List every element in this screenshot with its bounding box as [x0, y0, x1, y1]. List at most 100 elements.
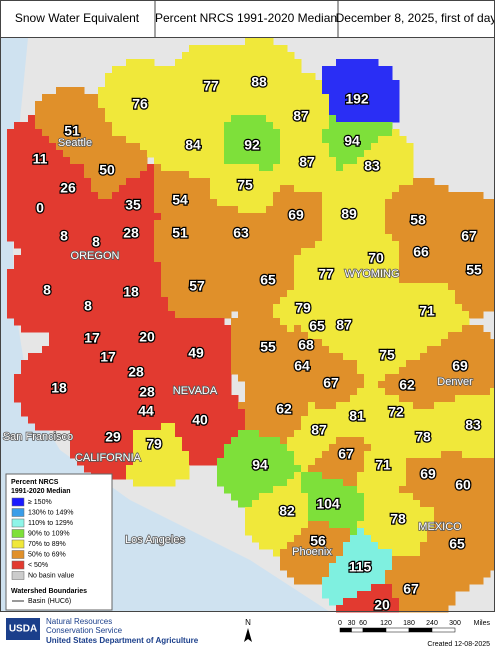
basin-area — [392, 591, 400, 599]
basin-area — [392, 80, 400, 88]
basin-area — [462, 535, 470, 543]
basin-area — [273, 521, 281, 529]
basin-area — [105, 353, 113, 361]
basin-area — [210, 213, 218, 221]
basin-area — [182, 465, 190, 473]
basin-area — [98, 402, 106, 410]
basin-area — [420, 486, 428, 494]
basin-area — [203, 402, 211, 410]
basin-area — [196, 178, 204, 186]
basin-area — [315, 563, 323, 571]
basin-area — [147, 374, 155, 382]
basin-area — [210, 157, 218, 165]
basin-area — [273, 136, 281, 144]
basin-area — [294, 290, 302, 298]
basin-area — [385, 374, 393, 382]
basin-area — [392, 570, 400, 578]
basin-area — [133, 409, 141, 417]
basin-area — [14, 297, 22, 305]
basin-area — [182, 66, 190, 74]
basin-area — [147, 472, 155, 480]
basin-area — [147, 171, 155, 179]
basin-area — [140, 458, 148, 466]
basin-area — [168, 409, 176, 417]
basin-area — [441, 185, 449, 193]
basin-area — [287, 262, 295, 270]
basin-area — [322, 402, 330, 410]
basin-area — [252, 465, 260, 473]
basin-area — [441, 213, 449, 221]
basin-area — [371, 444, 379, 452]
basin-area — [364, 66, 372, 74]
basin-value: 87 — [299, 154, 315, 170]
basin-area — [98, 171, 106, 179]
basin-area — [336, 59, 344, 67]
basin-area — [196, 241, 204, 249]
basin-area — [490, 199, 495, 207]
basin-area — [413, 374, 421, 382]
basin-area — [196, 409, 204, 417]
basin-area — [336, 248, 344, 256]
basin-area — [154, 143, 162, 151]
basin-area — [413, 542, 421, 550]
basin-area — [343, 206, 351, 214]
basin-area — [273, 283, 281, 291]
basin-area — [357, 171, 365, 179]
basin-area — [203, 325, 211, 333]
basin-area — [56, 199, 64, 207]
basin-area — [350, 577, 358, 585]
basin-area — [343, 276, 351, 284]
basin-area — [273, 465, 281, 473]
basin-area — [21, 129, 29, 137]
basin-area — [392, 500, 400, 508]
basin-area — [217, 311, 225, 319]
basin-area — [287, 514, 295, 522]
basin-area — [406, 311, 414, 319]
basin-area — [63, 297, 71, 305]
basin-area — [343, 129, 351, 137]
basin-area — [378, 94, 386, 102]
basin-area — [420, 430, 428, 438]
basin-area — [91, 311, 99, 319]
basin-area — [371, 66, 379, 74]
basin-area — [483, 535, 491, 543]
basin-area — [357, 262, 365, 270]
basin-area — [343, 472, 351, 480]
basin-value: 49 — [188, 345, 204, 361]
basin-area — [224, 143, 232, 151]
basin-area — [210, 269, 218, 277]
basin-area — [189, 451, 197, 459]
basin-area — [210, 108, 218, 116]
basin-area — [469, 206, 477, 214]
basin-area — [308, 192, 316, 200]
basin-area — [294, 556, 302, 564]
basin-area — [441, 451, 449, 459]
basin-area — [343, 479, 351, 487]
basin-area — [28, 178, 36, 186]
basin-area — [371, 241, 379, 249]
basin-area — [378, 143, 386, 151]
basin-area — [105, 185, 113, 193]
basin-area — [203, 94, 211, 102]
basin-area — [140, 465, 148, 473]
basin-area — [112, 465, 120, 473]
basin-area — [112, 472, 120, 480]
basin-area — [399, 416, 407, 424]
basin-area — [84, 346, 92, 354]
basin-area — [322, 346, 330, 354]
basin-area — [189, 73, 197, 81]
basin-area — [175, 66, 183, 74]
basin-area — [189, 367, 197, 375]
basin-area — [294, 493, 302, 501]
basin-area — [175, 325, 183, 333]
basin-area — [112, 304, 120, 312]
basin-area — [378, 493, 386, 501]
basin-area — [112, 234, 120, 242]
basin-area — [231, 115, 239, 123]
basin-area — [434, 535, 442, 543]
basin-area — [413, 486, 421, 494]
basin-area — [259, 80, 267, 88]
basin-area — [378, 409, 386, 417]
basin-area — [245, 108, 253, 116]
basin-area — [161, 283, 169, 291]
